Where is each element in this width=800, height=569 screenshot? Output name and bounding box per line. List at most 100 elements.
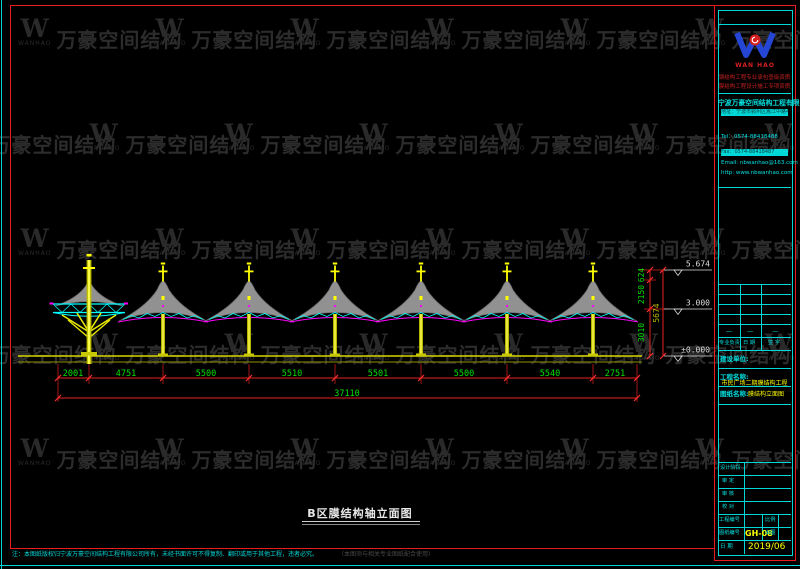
watermark-text: 万豪空间结构 bbox=[260, 133, 387, 157]
vertical-dimension-labels: 624 2150 3010 5674 bbox=[637, 268, 661, 343]
scale-label: 比例 bbox=[765, 517, 776, 523]
tb-line bbox=[718, 462, 791, 463]
tb-line bbox=[718, 368, 791, 369]
tb-line bbox=[718, 187, 791, 188]
stage-label: 设计阶段 bbox=[720, 465, 741, 471]
signoff-dash: — bbox=[747, 327, 754, 335]
tb-line bbox=[718, 501, 791, 502]
level-label: 3.000 bbox=[686, 299, 710, 308]
tb-line bbox=[718, 527, 791, 528]
date-value: 2019/06 bbox=[748, 542, 786, 552]
project-label: 工程名称: bbox=[720, 373, 749, 381]
cert-line-1: 钢结构工程专业承包壹级资质 bbox=[718, 75, 791, 81]
drawing-title-underline2 bbox=[302, 524, 420, 525]
level-label: ±0.000 bbox=[681, 346, 710, 355]
sheet-border-bottom bbox=[10, 548, 715, 549]
watermark-text: 万豪空间结构 bbox=[461, 448, 588, 472]
owner-label: 建设单位: bbox=[720, 355, 749, 363]
brand-name: WAN HAO bbox=[735, 62, 775, 69]
watermark-text: 万豪空间结构 bbox=[125, 343, 252, 367]
web-line: http: www.nbwanhao.com bbox=[721, 170, 793, 176]
titleblock-bottom bbox=[714, 560, 796, 561]
level-label: 5.674 bbox=[686, 260, 710, 269]
level-marker-base: ±0.000 bbox=[664, 346, 712, 363]
tb-line bbox=[718, 93, 791, 94]
dim-label: 2001 bbox=[63, 369, 83, 379]
status-bar: 注：本图纸版权归宁波万豪空间结构工程有限公司所有，未经书面许可不得复制、翻印或用… bbox=[12, 549, 702, 558]
canopy-unit bbox=[547, 262, 639, 356]
dim-label: 5510 bbox=[282, 369, 302, 379]
watermark-text: 万豪空间结构 bbox=[191, 238, 318, 262]
tb-line bbox=[718, 404, 791, 405]
tb-line bbox=[718, 475, 791, 476]
dim-label: 2751 bbox=[605, 369, 625, 379]
date-label: 日 期 bbox=[720, 544, 733, 550]
canopy-unit bbox=[375, 262, 467, 356]
signoff-col3: 签 字 bbox=[768, 340, 781, 346]
watermark-text: 万豪空间结构 bbox=[731, 238, 800, 262]
dim-label: 4751 bbox=[116, 369, 136, 379]
canopy-unit bbox=[461, 262, 553, 356]
tb-line bbox=[718, 24, 791, 25]
watermark-text: 万豪空间结构 bbox=[56, 448, 183, 472]
watermark-text: 万豪空间结构 bbox=[530, 133, 657, 157]
dimension-lines bbox=[54, 266, 667, 402]
signoff-col1: 专业负责 bbox=[719, 340, 740, 346]
drawing-title: B区膜结构轴立面图 bbox=[307, 507, 413, 520]
copyright-note: 注：本图纸版权归宁波万豪空间结构工程有限公司所有，未经书面许可不得复制、翻印或用… bbox=[12, 551, 319, 558]
tb-line bbox=[718, 304, 791, 305]
watermark-text: 万豪空间结构 bbox=[326, 448, 453, 472]
elevation-drawing: 2001 4751 5500 5510 5501 5500 5540 2751 … bbox=[18, 254, 712, 402]
drawing-title-underline bbox=[302, 521, 420, 522]
canopy-unit bbox=[289, 262, 381, 356]
sheet-border-right bbox=[795, 5, 796, 560]
tb-line bbox=[718, 350, 791, 351]
watermark-text: 万豪空间结构 bbox=[125, 133, 252, 157]
tb-line bbox=[718, 386, 791, 387]
sheet-border-top bbox=[10, 5, 795, 6]
watermark-text: 万豪空间结构 bbox=[395, 133, 522, 157]
watermark-text: 万豪空间结构 bbox=[326, 238, 453, 262]
vdim-label: 3010 bbox=[637, 323, 646, 342]
tb-line bbox=[718, 488, 791, 489]
dimension-labels: 2001 4751 5500 5510 5501 5500 5540 2751 … bbox=[63, 369, 625, 399]
watermark-text: 万豪空间结构 bbox=[596, 238, 723, 262]
tb-vline bbox=[778, 514, 779, 540]
sheet-label: 图纸名称: bbox=[720, 390, 749, 398]
tb-line bbox=[718, 294, 791, 295]
paperspace-left-line bbox=[1, 0, 2, 569]
drawing-number: GH-08 bbox=[745, 529, 773, 538]
